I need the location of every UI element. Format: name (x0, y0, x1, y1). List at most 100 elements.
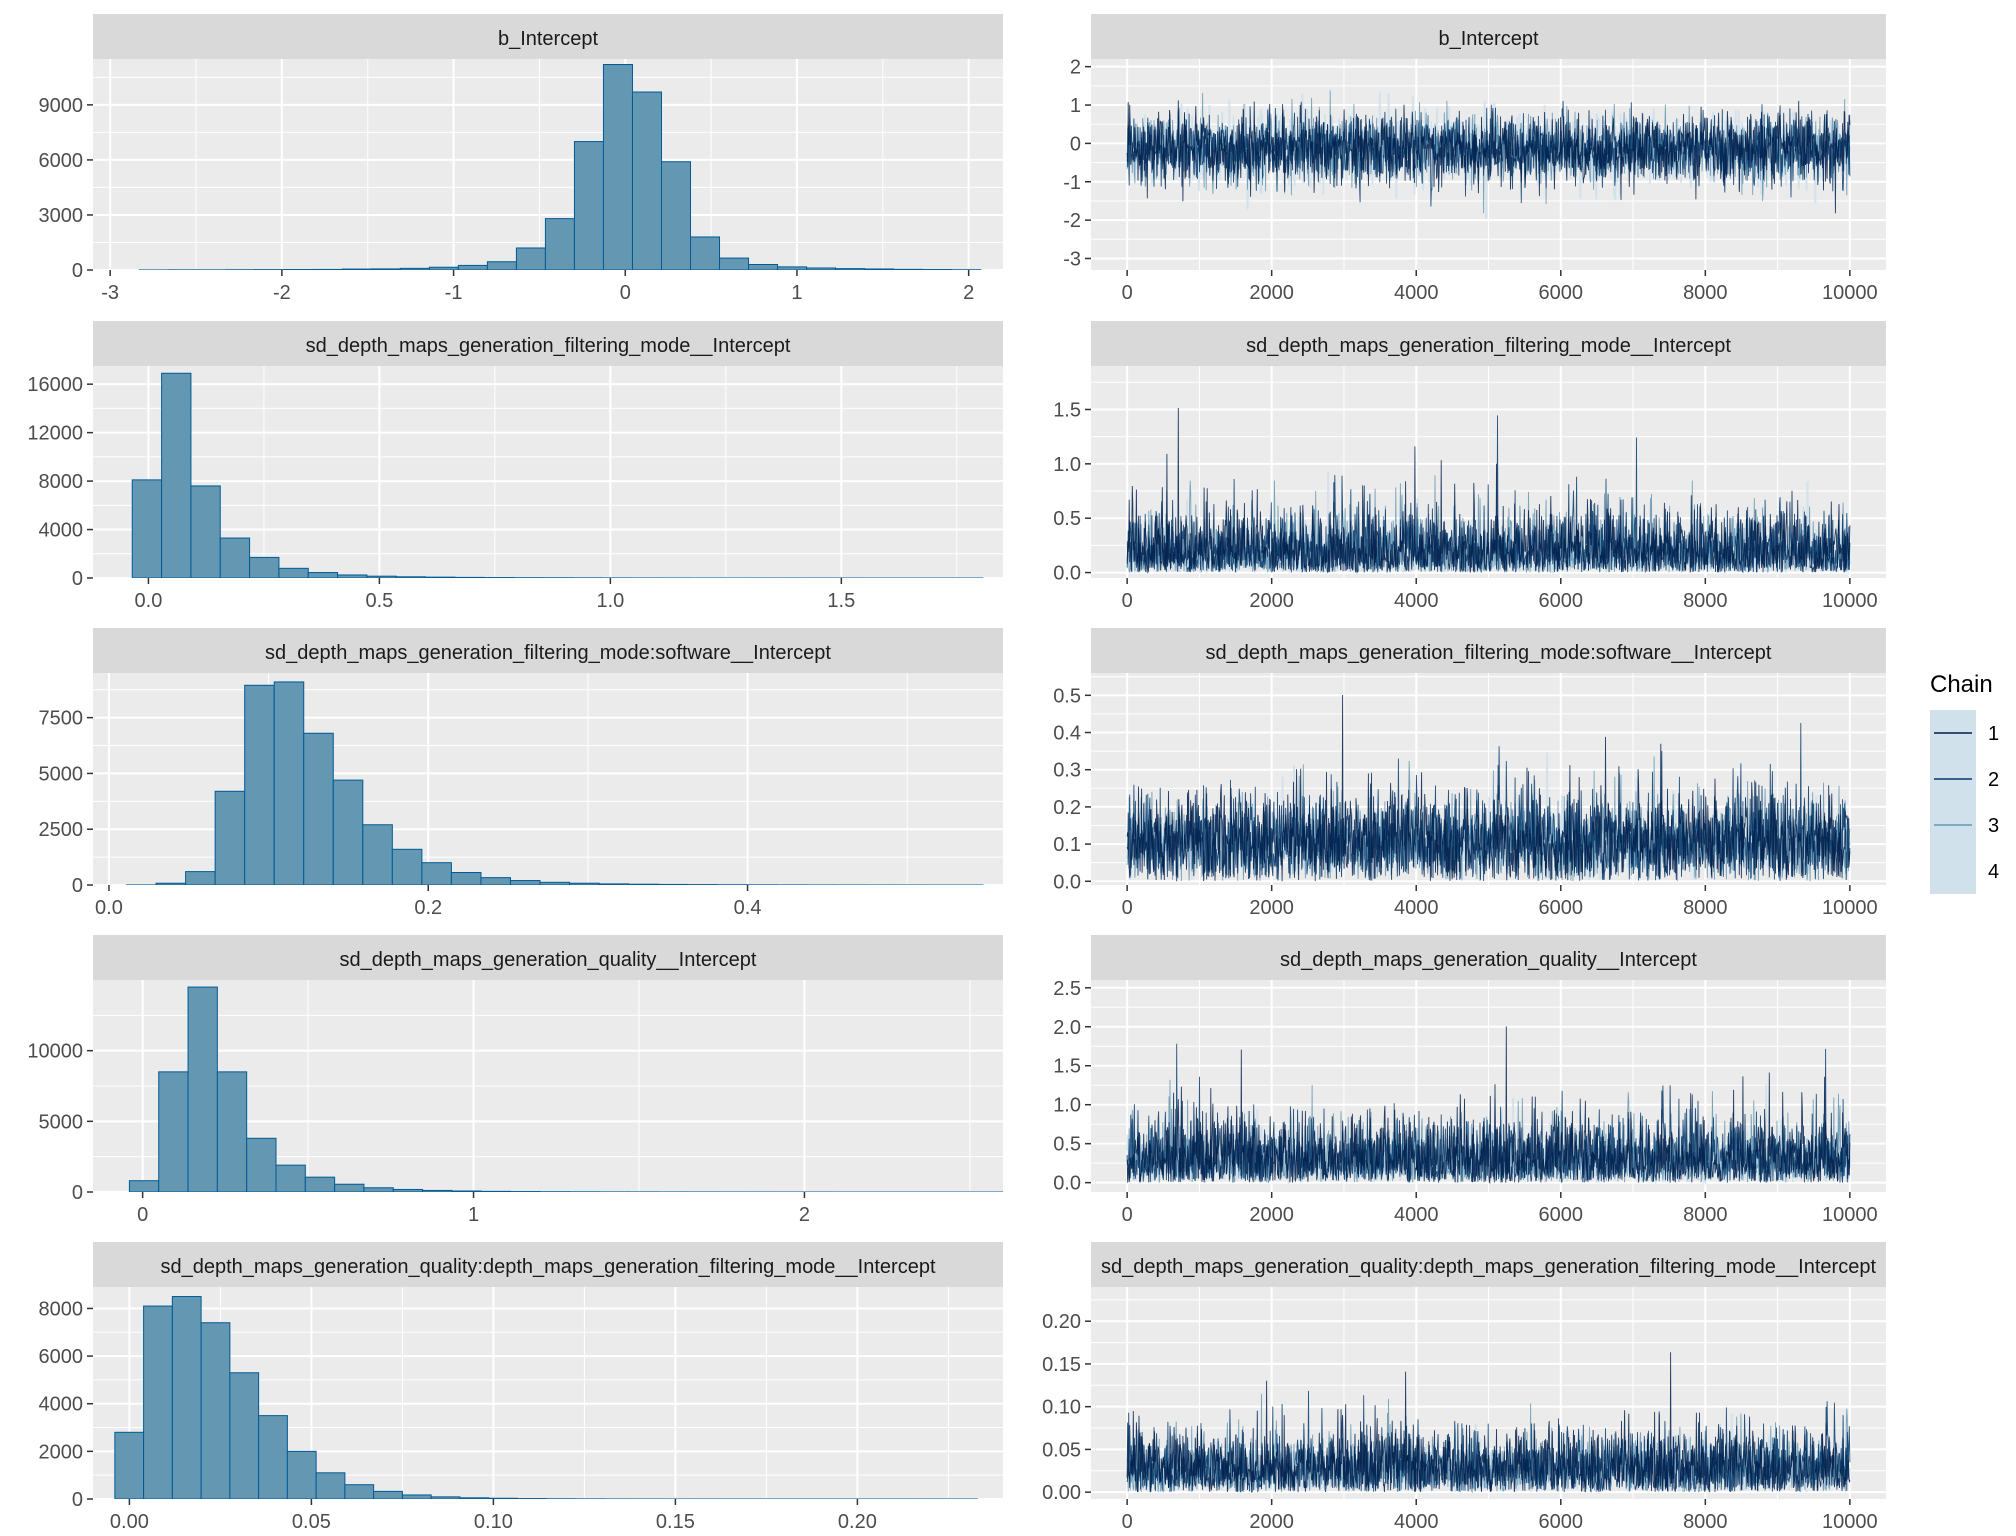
legend-title: Chain (1930, 671, 1993, 698)
histogram-bar (344, 1484, 375, 1499)
x-tick-label: 6000 (1539, 1511, 1584, 1533)
facet-title: sd_depth_maps_generation_quality__Interc… (340, 949, 757, 971)
histogram-bar (334, 1183, 365, 1192)
histogram-bar (155, 882, 187, 885)
y-tick-label: 7500 (39, 708, 84, 730)
histogram-bar (399, 267, 430, 270)
x-tick-label: 0 (1122, 897, 1133, 919)
histogram-bar (341, 268, 372, 270)
histogram-bar (515, 247, 546, 270)
x-tick-label: 4000 (1394, 1511, 1439, 1533)
facet-title: sd_depth_maps_generation_quality:depth_m… (1101, 1256, 1876, 1278)
histogram-bar (332, 779, 364, 885)
data-layer (128, 986, 1003, 1192)
histogram-bar (450, 872, 482, 885)
histogram-bar (258, 1415, 288, 1499)
histogram-bar (249, 556, 280, 578)
x-tick-label: 4000 (1394, 590, 1439, 612)
trace-line-chain-1 (1126, 1026, 1851, 1184)
histogram-bar (509, 880, 541, 885)
trace-line-chain-1 (1126, 100, 1851, 214)
chain-legend: Chain 1 2 3 4 (1930, 671, 1999, 894)
y-tick-label: -2 (1063, 210, 1081, 232)
facet-title: sd_depth_maps_generation_filtering_mode_… (306, 335, 791, 357)
y-tick-label: 0.2 (1053, 797, 1081, 819)
y-tick-label: 0 (1070, 133, 1081, 155)
y-tick-label: 0.20 (1042, 1311, 1081, 1333)
histogram-bar (190, 485, 221, 578)
x-tick-label: 6000 (1539, 897, 1584, 919)
histogram-bar (315, 1472, 346, 1499)
y-tick-label: 2.5 (1053, 978, 1081, 1000)
histogram-bar (539, 881, 571, 885)
histogram-bar (660, 161, 692, 270)
legend-label: 4 (1988, 861, 1999, 883)
y-tick-label: 3000 (39, 205, 84, 227)
histogram-bar (278, 567, 309, 578)
y-tick-label: 0.1 (1053, 834, 1081, 856)
x-tick-label: 1.5 (827, 590, 855, 612)
facet-strip (93, 14, 1003, 59)
histogram-bar (422, 1189, 453, 1192)
data-layer (1126, 694, 1851, 882)
histogram-bar (114, 1431, 145, 1499)
histogram-bar (430, 1496, 461, 1499)
histogram-bar (143, 1305, 173, 1499)
x-tick-label: 4000 (1394, 897, 1439, 919)
histogram-bar (544, 218, 575, 270)
histogram-bar (425, 576, 456, 578)
data-layer (131, 372, 984, 578)
facet-strip (93, 321, 1003, 366)
histogram-bar (366, 575, 397, 578)
x-tick-label: 4000 (1394, 282, 1439, 304)
x-tick-label: -2 (273, 282, 291, 304)
histogram-bar (451, 1190, 482, 1192)
legend-label: 1 (1988, 723, 1999, 745)
facet-panel-3: sd_depth_maps_generation_filtering_mode_… (1053, 321, 1886, 612)
x-tick-label: 1 (468, 1204, 479, 1226)
x-tick-label: 0.0 (95, 897, 123, 919)
histogram-bar (457, 264, 488, 270)
x-tick-label: 0 (1122, 1204, 1133, 1226)
histogram-bar (631, 91, 662, 270)
histogram-bar (480, 877, 511, 885)
histogram-bar (657, 883, 689, 885)
histogram-bar (286, 1450, 317, 1499)
x-tick-label: 0.0 (135, 590, 163, 612)
histogram-bar (273, 681, 305, 885)
trace-line-chain-1 (1126, 407, 1851, 574)
histogram-bar (362, 824, 393, 885)
x-tick-label: 6000 (1539, 590, 1584, 612)
x-tick-label: 0 (1122, 282, 1133, 304)
histogram-bar (363, 1187, 394, 1192)
y-tick-label: 1.0 (1053, 1095, 1081, 1117)
y-tick-label: 0 (72, 1182, 83, 1204)
histogram-bar (391, 848, 423, 885)
histogram-bar (187, 986, 218, 1192)
x-tick-label: 2000 (1249, 1204, 1294, 1226)
x-tick-label: -3 (101, 282, 119, 304)
data-layer (1126, 90, 1851, 219)
y-tick-label: 2.0 (1053, 1017, 1081, 1039)
data-layer (1126, 407, 1851, 575)
histogram-bar (246, 1137, 277, 1192)
histogram-bar (275, 1164, 306, 1192)
y-tick-label: 0 (72, 875, 83, 897)
histogram-bar (171, 1296, 202, 1499)
y-tick-label: 1.5 (1053, 1056, 1081, 1078)
y-tick-label: 0.5 (1053, 1134, 1081, 1156)
histogram-bar (690, 236, 721, 270)
facet-panel-6: sd_depth_maps_generation_quality__Interc… (27, 935, 1003, 1226)
x-tick-label: -1 (445, 282, 463, 304)
histogram-bar (307, 572, 339, 578)
x-tick-label: 6000 (1539, 1204, 1584, 1226)
x-tick-label: 8000 (1683, 897, 1728, 919)
histogram-bar (569, 882, 600, 885)
x-tick-label: 2 (799, 1204, 810, 1226)
x-tick-label: 0.00 (110, 1511, 149, 1533)
y-tick-label: 16000 (27, 374, 83, 396)
y-tick-label: -1 (1063, 172, 1081, 194)
x-tick-label: 2000 (1249, 282, 1294, 304)
data-layer (114, 1296, 979, 1499)
facet-strip (1091, 1242, 1886, 1287)
